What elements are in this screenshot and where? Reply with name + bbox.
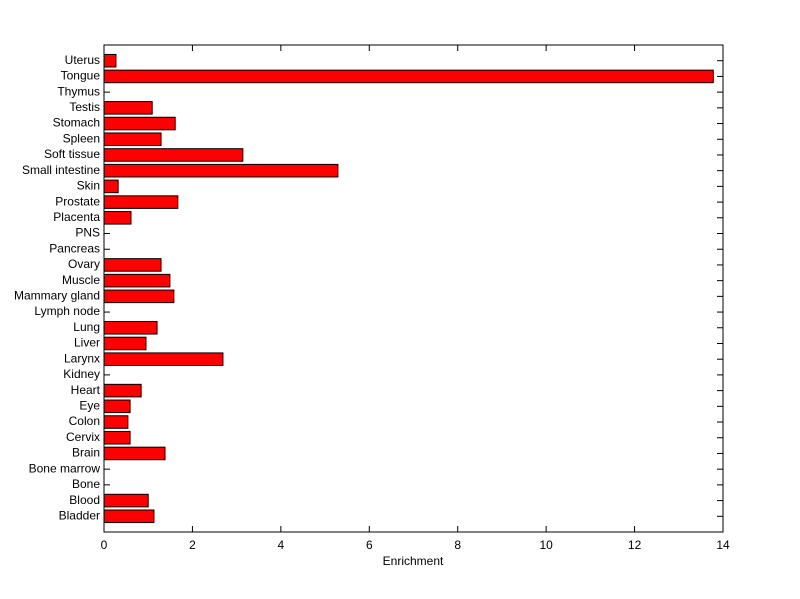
bar [103, 289, 175, 304]
bar [103, 258, 162, 272]
x-tick-label: 10 [539, 538, 553, 552]
bar [103, 320, 158, 335]
y-tick-label: Ovary [68, 257, 100, 271]
y-tick-label: Spleen [63, 131, 100, 145]
y-tick-label: Thymus [57, 84, 100, 98]
y-tick-label: Bladder [59, 508, 100, 522]
bar [103, 273, 171, 288]
bar [103, 179, 119, 194]
y-tick-label: Soft tissue [44, 147, 100, 161]
bar [103, 211, 132, 225]
bar [103, 352, 224, 366]
y-tick-label: Kidney [63, 367, 100, 381]
y-tick-label: Blood [69, 493, 100, 507]
bar [103, 132, 162, 147]
y-tick-label: Heart [71, 383, 101, 397]
y-tick-label: Prostate [55, 194, 100, 208]
y-tick-label: Testis [69, 100, 100, 114]
x-tick-label: 4 [278, 538, 285, 552]
x-tick-label: 6 [366, 538, 373, 552]
bar [103, 399, 131, 414]
bar [103, 509, 155, 524]
y-tick-label: Lung [73, 320, 100, 334]
y-tick-label: Pancreas [49, 241, 100, 255]
x-tick-label: 2 [189, 538, 196, 552]
bar [103, 415, 129, 429]
y-tick-label: Tongue [61, 69, 101, 83]
y-tick-label: Liver [74, 336, 100, 350]
bar [103, 446, 166, 461]
plot-area [103, 44, 724, 533]
y-tick-label: Uterus [65, 53, 100, 67]
y-tick-label: Cervix [66, 430, 100, 444]
y-tick-label: Larynx [64, 351, 100, 365]
bar [103, 101, 153, 115]
bar [103, 195, 179, 209]
y-tick-label: Skin [77, 179, 100, 193]
y-tick-label: Eye [79, 398, 100, 412]
y-tick-label: Brain [72, 446, 100, 460]
y-tick-label: Mammary gland [14, 289, 100, 303]
bar [103, 383, 142, 398]
y-tick-label: Muscle [62, 273, 100, 287]
bar [103, 336, 147, 351]
bar [103, 163, 339, 178]
x-tick-label: 8 [454, 538, 461, 552]
y-tick-label: Placenta [53, 210, 100, 224]
bar [103, 69, 714, 84]
bar [103, 116, 176, 131]
y-tick-label: PNS [75, 226, 100, 240]
y-tick-label: Stomach [53, 116, 100, 130]
x-tick-label: 0 [101, 538, 108, 552]
bar [103, 493, 149, 508]
y-tick-label: Small intestine [22, 163, 100, 177]
y-tick-label: Colon [69, 414, 100, 428]
bar [103, 53, 117, 68]
y-tick-label: Bone marrow [29, 461, 101, 475]
y-tick-label: Lymph node [34, 304, 100, 318]
y-tick-label: Bone [72, 477, 100, 491]
bar [103, 148, 244, 162]
x-tick-label: 14 [716, 538, 730, 552]
x-axis-label: Enrichment [383, 554, 444, 568]
bar [103, 430, 131, 445]
x-tick-label: 12 [628, 538, 642, 552]
